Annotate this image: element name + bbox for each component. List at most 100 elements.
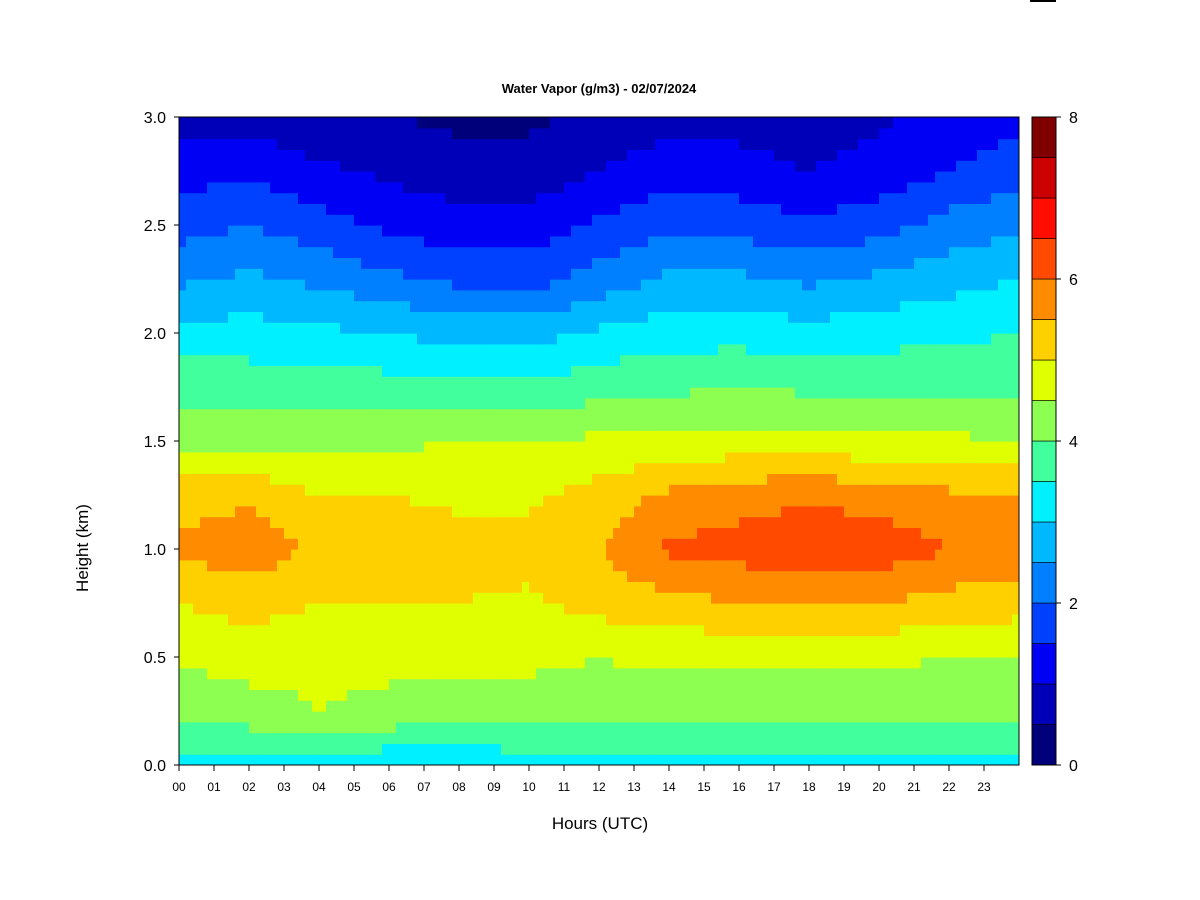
heatmap-cell — [753, 516, 761, 528]
heatmap-cell — [221, 732, 229, 744]
heatmap-cell — [473, 657, 481, 669]
heatmap-cell — [438, 732, 446, 744]
heatmap-cell — [571, 624, 579, 636]
heatmap-cell — [991, 732, 999, 744]
heatmap-cell — [767, 505, 775, 518]
heatmap-cell — [970, 430, 978, 442]
heatmap-cell — [886, 516, 894, 528]
heatmap-cell — [634, 311, 642, 323]
heatmap-cell — [977, 397, 985, 410]
heatmap-cell — [879, 343, 887, 356]
heatmap-cell — [956, 635, 964, 647]
heatmap-cell — [529, 711, 537, 723]
heatmap-cell — [221, 581, 229, 593]
heatmap-cell — [949, 732, 957, 744]
heatmap-cell — [949, 700, 957, 712]
heatmap-cell — [515, 559, 523, 572]
heatmap-cell — [977, 657, 985, 669]
heatmap-cell — [277, 462, 285, 474]
heatmap-cell — [459, 430, 467, 442]
heatmap-cell — [662, 527, 670, 539]
heatmap-cell — [592, 721, 600, 734]
heatmap-cell — [389, 441, 397, 453]
heatmap-cell — [452, 495, 460, 507]
heatmap-cell — [270, 581, 278, 593]
heatmap-cell — [704, 343, 712, 356]
heatmap-cell — [781, 343, 789, 356]
heatmap-cell — [648, 430, 656, 442]
heatmap-cell — [571, 462, 579, 474]
heatmap-cell — [228, 732, 236, 744]
heatmap-cell — [410, 387, 418, 399]
heatmap-cell — [984, 700, 992, 712]
heatmap-cell — [515, 473, 523, 485]
heatmap-cell — [564, 603, 572, 615]
heatmap-cell — [445, 646, 453, 658]
heatmap-cell — [473, 451, 481, 464]
heatmap-cell — [270, 365, 278, 377]
heatmap-cell — [753, 473, 761, 485]
heatmap-cell — [648, 624, 656, 636]
heatmap-cell — [179, 376, 187, 388]
heatmap-cell — [634, 484, 642, 496]
heatmap-cell — [725, 495, 733, 507]
heatmap-cell — [459, 646, 467, 658]
heatmap-cell — [340, 397, 348, 410]
heatmap-cell — [760, 441, 768, 453]
heatmap-cell — [438, 721, 446, 734]
heatmap-cell — [641, 473, 649, 485]
heatmap-cell — [536, 387, 544, 399]
heatmap-cell — [697, 408, 705, 420]
heatmap-cell — [557, 333, 565, 345]
heatmap-cell — [690, 743, 698, 755]
heatmap-cell — [333, 678, 341, 690]
heatmap-cell — [529, 570, 537, 582]
heatmap-cell — [396, 462, 404, 474]
heatmap-cell — [480, 495, 488, 507]
heatmap-cell — [921, 549, 929, 561]
heatmap-cell — [270, 603, 278, 615]
heatmap-cell — [697, 635, 705, 647]
heatmap-cell — [333, 419, 341, 431]
heatmap-cell — [634, 495, 642, 507]
heatmap-cell — [879, 473, 887, 485]
heatmap-cell — [704, 743, 712, 755]
heatmap-cell — [697, 624, 705, 636]
heatmap-cell — [886, 333, 894, 345]
heatmap-cell — [207, 495, 215, 507]
heatmap-cell — [270, 570, 278, 582]
heatmap-cell — [858, 613, 866, 626]
heatmap-cell — [326, 743, 334, 755]
heatmap-cell — [466, 333, 474, 345]
heatmap-cell — [788, 495, 796, 507]
heatmap-cell — [760, 592, 768, 604]
heatmap-cell — [249, 495, 257, 507]
heatmap-cell — [522, 473, 530, 485]
heatmap-cell — [347, 635, 355, 647]
heatmap-cell — [963, 473, 971, 485]
heatmap-cell — [263, 365, 271, 377]
heatmap-cell — [284, 711, 292, 723]
heatmap-cell — [256, 711, 264, 723]
heatmap-cell — [473, 743, 481, 755]
heatmap-cell — [774, 505, 782, 518]
heatmap-cell — [487, 721, 495, 734]
heatmap-cell — [487, 754, 495, 765]
heatmap-cell — [487, 451, 495, 464]
heatmap-cell — [186, 495, 194, 507]
heatmap-cell — [536, 527, 544, 539]
heatmap-cell — [599, 732, 607, 744]
heatmap-cell — [774, 657, 782, 669]
heatmap-cell — [186, 451, 194, 464]
heatmap-cell — [907, 743, 915, 755]
heatmap-cell — [914, 624, 922, 636]
heatmap-cell — [949, 365, 957, 377]
heatmap-cell — [914, 484, 922, 496]
heatmap-cell — [872, 387, 880, 399]
heatmap-cell — [697, 592, 705, 604]
heatmap-cell — [928, 603, 936, 615]
heatmap-cell — [564, 397, 572, 410]
heatmap-cell — [984, 354, 992, 366]
heatmap-cell — [284, 754, 292, 765]
heatmap-cell — [445, 354, 453, 366]
